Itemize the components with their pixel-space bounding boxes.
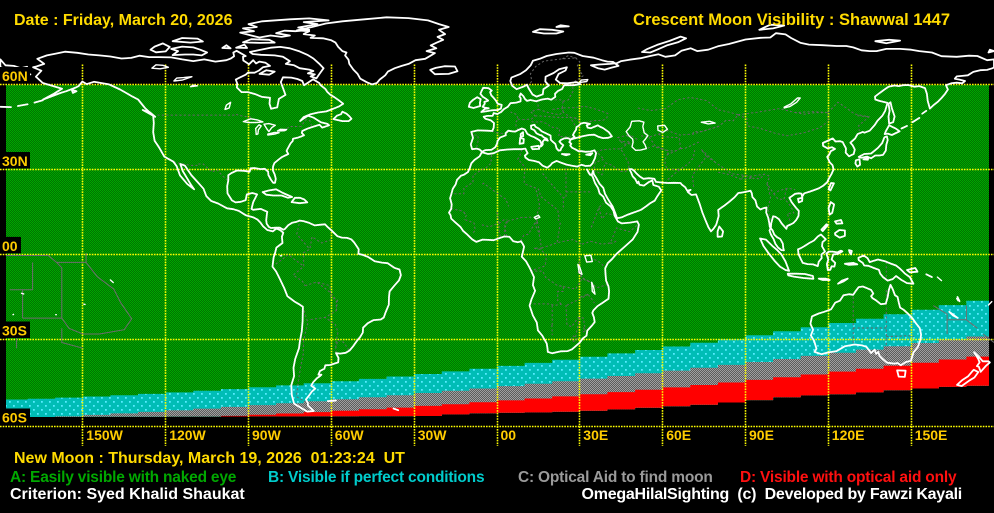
svg-text:90E: 90E xyxy=(749,427,774,443)
svg-text:D: Visible with optical aid on: D: Visible with optical aid only xyxy=(740,469,957,486)
svg-text:B: Visible if perfect conditio: B: Visible if perfect conditions xyxy=(268,469,484,486)
svg-text:C: Optical Aid to find moon: C: Optical Aid to find moon xyxy=(518,469,713,486)
svg-text:Criterion: Syed Khalid Shaukat: Criterion: Syed Khalid Shaukat xyxy=(10,486,245,503)
svg-text:120E: 120E xyxy=(832,427,865,443)
svg-text:90W: 90W xyxy=(252,427,282,443)
svg-text:150W: 150W xyxy=(86,427,123,443)
svg-text:New Moon : Thursday, March 19,: New Moon : Thursday, March 19, 2026 01:2… xyxy=(14,450,405,467)
svg-text:00: 00 xyxy=(2,238,18,254)
svg-text:60S: 60S xyxy=(2,410,27,426)
svg-text:60N: 60N xyxy=(2,68,28,84)
svg-text:150E: 150E xyxy=(915,427,948,443)
svg-text:30N: 30N xyxy=(2,153,28,169)
svg-text:30W: 30W xyxy=(418,427,448,443)
svg-text:Crescent Moon Visibility : Sha: Crescent Moon Visibility : Shawwal 1447 xyxy=(633,11,950,29)
svg-text:A: Easily visible with naked e: A: Easily visible with naked eye xyxy=(10,469,237,486)
svg-text:30S: 30S xyxy=(2,323,27,339)
svg-text:60E: 60E xyxy=(666,427,691,443)
svg-text:120W: 120W xyxy=(169,427,206,443)
svg-text:Date : Friday, March 20, 2026: Date : Friday, March 20, 2026 xyxy=(14,12,233,29)
svg-text:OmegaHilalSighting (c) Devel: OmegaHilalSighting (c) Developed by Fawz… xyxy=(582,486,962,503)
svg-text:00: 00 xyxy=(501,427,517,443)
svg-text:60W: 60W xyxy=(335,427,365,443)
svg-text:30E: 30E xyxy=(583,427,608,443)
